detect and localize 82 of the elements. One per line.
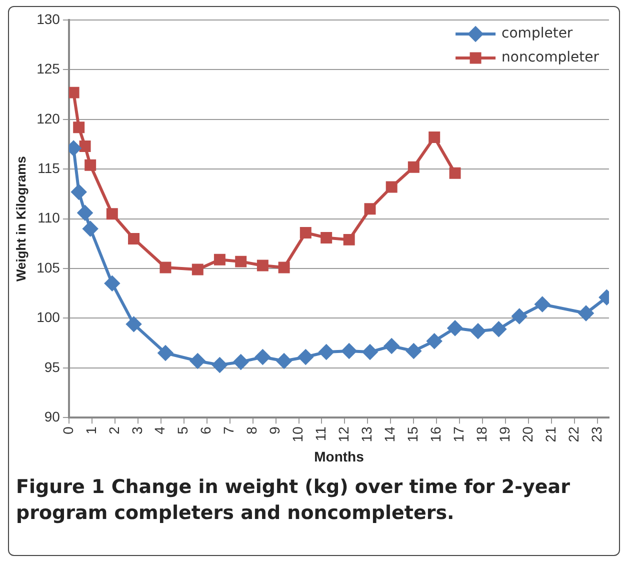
y-tick-label: 90 xyxy=(44,408,60,424)
point xyxy=(192,264,204,276)
point xyxy=(158,346,173,361)
x-tick-label: 21 xyxy=(542,426,558,442)
y-tick-label: 125 xyxy=(36,60,60,77)
x-tick-label: 9 xyxy=(266,426,283,434)
point xyxy=(449,167,461,179)
x-tick-label: 2 xyxy=(106,426,122,434)
x-tick-label: 6 xyxy=(198,426,214,434)
point xyxy=(233,354,248,370)
y-tick-label: 120 xyxy=(36,110,60,126)
point xyxy=(364,203,376,215)
y-tick-label: 110 xyxy=(38,210,60,226)
point xyxy=(255,349,270,364)
x-tick-label: 4 xyxy=(152,426,168,434)
point xyxy=(362,344,378,360)
point xyxy=(384,338,400,354)
point xyxy=(428,132,440,144)
x-tick-label: 0 xyxy=(60,426,76,434)
point xyxy=(512,308,527,324)
point xyxy=(82,221,98,236)
point xyxy=(406,344,422,359)
point xyxy=(126,316,142,332)
point xyxy=(448,320,463,336)
x-tick-label: 7 xyxy=(220,426,237,434)
point xyxy=(73,122,85,134)
x-tick-label: 22 xyxy=(565,426,582,442)
x-tick-label: 11 xyxy=(312,426,329,442)
x-tick-label: 8 xyxy=(244,426,260,434)
point xyxy=(190,353,206,368)
point xyxy=(278,262,290,274)
x-tick-label: 19 xyxy=(496,426,512,442)
x-tick-label: 1 xyxy=(82,426,99,434)
point xyxy=(318,344,334,360)
y-tick-label: 95 xyxy=(44,358,60,375)
x-tick-label: 18 xyxy=(473,426,490,442)
point xyxy=(534,296,550,312)
legend-label: completer xyxy=(502,26,573,42)
y-tick-label: 100 xyxy=(36,309,60,326)
x-tick-label: 15 xyxy=(404,426,421,442)
point xyxy=(491,322,506,337)
point xyxy=(298,349,314,364)
point xyxy=(235,256,247,268)
point xyxy=(104,276,120,291)
x-tick-label: 17 xyxy=(450,426,466,442)
x-tick-label: 20 xyxy=(519,426,536,442)
y-tick-label: 130 xyxy=(36,10,60,27)
y-tick-label: 115 xyxy=(38,160,60,176)
x-tick-label: 13 xyxy=(358,426,375,442)
x-tick-label: 10 xyxy=(290,426,306,442)
point xyxy=(79,140,91,152)
x-axis-title: Months xyxy=(314,448,364,464)
point xyxy=(128,232,140,244)
y-tick-label: 105 xyxy=(36,259,60,276)
caption: Figure 1 Change in weight (kg) over time for 2-year program completers and noncompleters. xyxy=(16,475,571,526)
point xyxy=(578,306,594,321)
point xyxy=(470,324,486,339)
x-tick-label: 16 xyxy=(428,426,444,442)
point xyxy=(408,161,420,173)
point xyxy=(320,232,332,244)
point xyxy=(386,181,398,193)
legend-label: noncompleter xyxy=(502,50,600,66)
point xyxy=(212,357,228,372)
y-axis-title: Weight in Kilograms xyxy=(13,156,28,282)
point xyxy=(256,260,268,272)
point xyxy=(84,159,96,171)
x-tick-label: 14 xyxy=(382,426,398,442)
point xyxy=(71,184,86,200)
point xyxy=(342,344,357,359)
x-tick-label: 5 xyxy=(174,426,191,434)
x-tick-label: 3 xyxy=(128,426,145,434)
point xyxy=(426,334,442,349)
x-tick-label: 12 xyxy=(336,426,352,442)
point xyxy=(214,254,226,266)
point xyxy=(276,353,292,368)
point xyxy=(78,205,93,220)
point xyxy=(343,234,355,246)
x-tick-label: 23 xyxy=(588,426,604,442)
point xyxy=(300,226,312,238)
point xyxy=(68,86,80,98)
point xyxy=(106,208,118,220)
point xyxy=(160,262,172,274)
